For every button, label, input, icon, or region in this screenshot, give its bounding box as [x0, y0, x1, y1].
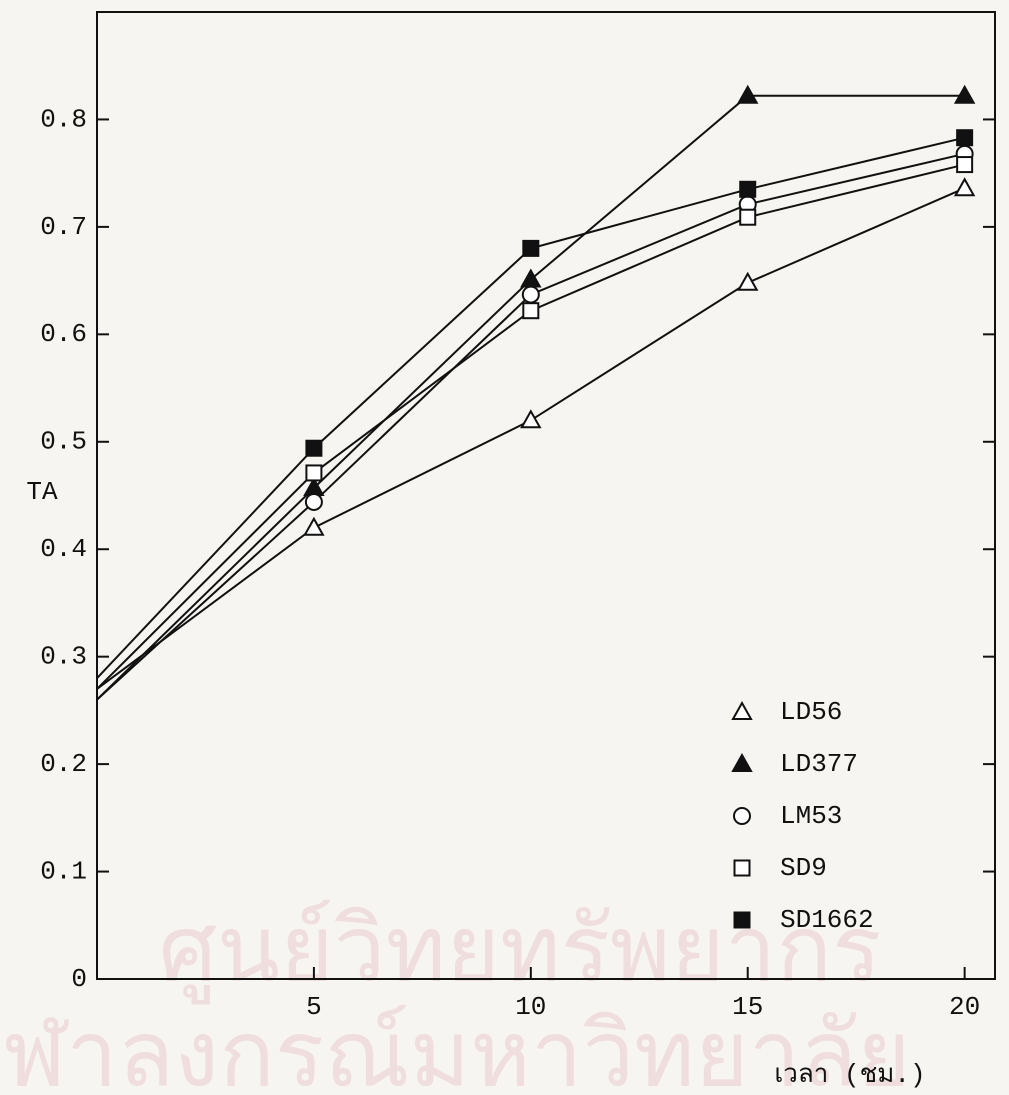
y-tick-label: 0.1	[40, 856, 87, 886]
data-point	[305, 519, 323, 535]
data-point	[522, 411, 540, 427]
series-line	[97, 138, 965, 678]
data-point	[523, 303, 538, 318]
legend-label: LD56	[780, 697, 842, 727]
data-point	[523, 287, 539, 303]
data-point	[740, 182, 755, 197]
x-tick-label: 15	[732, 992, 763, 1022]
y-tick-label: 0.8	[40, 104, 87, 134]
y-tick-label: 0.6	[40, 319, 87, 349]
watermark: ศูนย์วิทยทรัพยากร	[159, 895, 882, 1004]
data-point	[306, 441, 321, 456]
legend-label: SD9	[780, 853, 827, 883]
data-point	[523, 241, 538, 256]
data-point	[740, 210, 755, 225]
x-axis-label: เวลา (ชม.)	[774, 1060, 925, 1090]
data-point	[957, 157, 972, 172]
y-tick-label: 0.5	[40, 427, 87, 457]
data-point	[739, 274, 757, 290]
x-tick-label: 20	[949, 992, 980, 1022]
legend-marker	[733, 703, 751, 719]
x-tick-label: 10	[515, 992, 546, 1022]
data-point	[306, 465, 321, 480]
y-tick-label: 0.2	[40, 749, 87, 779]
x-tick-label: 5	[306, 992, 322, 1022]
data-point	[306, 494, 322, 510]
y-axis-label: TA	[26, 477, 58, 507]
legend-label: LD377	[780, 749, 858, 779]
y-tick-label: 0.3	[40, 642, 87, 672]
series-line	[97, 188, 965, 689]
y-tick-label: 0	[71, 964, 87, 994]
data-point	[957, 130, 972, 145]
legend-marker	[733, 755, 751, 771]
legend-marker	[735, 913, 750, 928]
legend-marker	[735, 861, 750, 876]
y-tick-label: 0.4	[40, 534, 87, 564]
series-line	[97, 96, 965, 700]
y-tick-label: 0.7	[40, 212, 87, 242]
plot-frame	[97, 12, 995, 979]
legend-marker	[734, 808, 750, 824]
legend-label: SD1662	[780, 905, 874, 935]
chart: ศูนย์วิทยทรัพยากร จุฬาลงกรณ์มหาวิทยาลัย …	[0, 0, 1009, 1095]
data-point	[956, 179, 974, 195]
legend-label: LM53	[780, 801, 842, 831]
